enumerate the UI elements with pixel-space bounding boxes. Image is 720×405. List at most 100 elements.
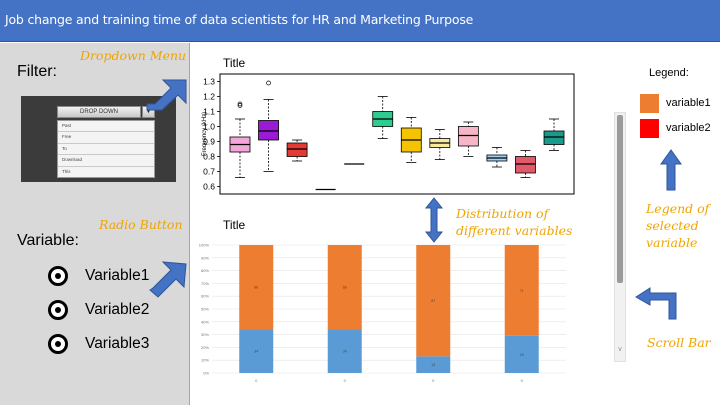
box-body [457,126,479,147]
y-tick-label: 10% [201,358,209,363]
y-tick-label: 90% [201,255,209,260]
app-header: Job change and training time of data sci… [0,0,720,42]
plot-frame [219,73,575,195]
y-tick-label: 0.7 [203,167,215,177]
y-tick-label: 0% [203,371,209,376]
boxplot-title: Title [223,56,246,70]
box-body [286,142,308,157]
legend-title: Legend: [649,67,689,79]
y-tick-label: 1.1 [203,107,215,117]
dropdown-button[interactable]: DROP DOWN [57,106,141,118]
box [229,101,251,178]
variable-label: Variable: [17,232,79,249]
radio-selected-icon[interactable] [48,266,68,286]
bar-segment [416,245,451,357]
annotation-scroll: Scroll Bar [647,335,711,350]
bar-segment [327,329,362,373]
y-axis-label: Frequency (kHz) [202,112,208,156]
scrollbar-thumb[interactable] [617,115,623,283]
radio-selected-icon[interactable] [48,334,68,354]
dropdown-option[interactable]: To [58,144,154,156]
y-tick-label: 60% [201,294,209,299]
data-label: 34 [343,350,347,354]
data-label: 71 [520,289,524,293]
arrow-icon [424,197,444,243]
box [515,150,536,178]
y-tick-label: 0.9 [203,137,215,147]
y-tick-label: 100% [199,243,210,248]
box-body [258,120,279,141]
dropdown-widget: DROP DOWN ▼ Past Free To Download This [21,96,176,182]
data-label: 29 [520,353,524,357]
y-tick-label: 1.3 [203,77,215,87]
outlier-point [237,103,243,108]
data-label: 87 [431,299,435,303]
x-tick-label: 0 [521,378,524,383]
scrollbar[interactable]: ∨ [614,112,626,362]
arrow-icon [660,149,682,191]
dropdown-option[interactable]: Free [58,132,154,144]
y-tick-label: 30% [201,332,209,337]
arrow-icon [149,261,187,298]
box [543,118,565,151]
outlier-point [237,101,243,107]
bar-segment [504,245,539,336]
y-tick-label: 40% [201,319,209,324]
data-label: 66 [343,286,347,290]
y-tick-label: 80% [201,268,209,273]
chevron-down-icon[interactable]: ∨ [617,346,623,353]
box-body [515,156,536,174]
radio-label: Variable1 [85,267,150,284]
outlier-point [266,80,271,86]
annotation-legend-line1: Legend of [646,201,710,216]
data-label: 34 [254,350,258,354]
annotation-dropdown: Dropdown Menu [80,48,187,63]
barchart-title: Title [223,218,246,232]
data-label: 13 [431,363,435,367]
box [258,80,279,172]
data-label: 66 [254,286,258,290]
bar-segment [239,329,274,373]
dropdown-option[interactable]: Download [58,155,154,167]
y-tick-label: 20% [201,345,209,350]
dropdown-option[interactable]: This [62,168,71,174]
stacked-bar-chart: 0% 10% 20% 30% 40% 50% 60% 70% 80% 90% 100% 34 66 0 34… [199,243,566,383]
box [429,129,451,160]
y-tick-label: 1.0 [203,122,215,132]
x-tick-label: 0 [255,378,258,383]
box [457,121,479,157]
bar-segment [327,245,362,330]
radio-selected-icon[interactable] [48,300,68,320]
legend-label: variable1 [666,97,711,109]
y-tick-label: 1.2 [203,92,215,102]
annotation-legend-line2: selected [646,218,699,233]
bar-segment [239,245,274,330]
box [286,139,308,162]
y-tick-label: 0.6 [203,182,215,192]
dropdown-list: Past Free To Download This [57,120,155,178]
legend-swatch [640,94,659,113]
arrow-icon [635,287,677,320]
arrow-icon [146,79,187,111]
x-tick-label: 0 [344,378,347,383]
page-title: Job change and training time of data sci… [5,12,474,27]
dropdown-option[interactable]: Past [58,121,154,133]
radio-label: Variable3 [85,335,150,352]
radio-label: Variable2 [85,301,150,318]
box [400,117,422,163]
bar-segment [416,356,451,373]
bar-segment [504,335,539,373]
legend-swatch [640,119,659,138]
filter-label: Filter: [17,63,57,80]
boxplot-chart: 0.6 0.7 0.8 0.9 1.0 1.1 1.2 1.3 Frequency (kHz) [202,73,575,195]
annotation-legend-line3: variable [646,235,698,250]
annotation-distribution-line1: Distribution of [456,206,549,221]
box [486,147,508,168]
annotation-radio: Radio Button [99,217,183,232]
legend-label: variable2 [666,122,711,134]
x-tick-label: 0 [432,378,435,383]
box [372,96,394,139]
y-tick-label: 0.8 [203,152,215,162]
annotation-distribution-line2: different variables [456,223,573,238]
